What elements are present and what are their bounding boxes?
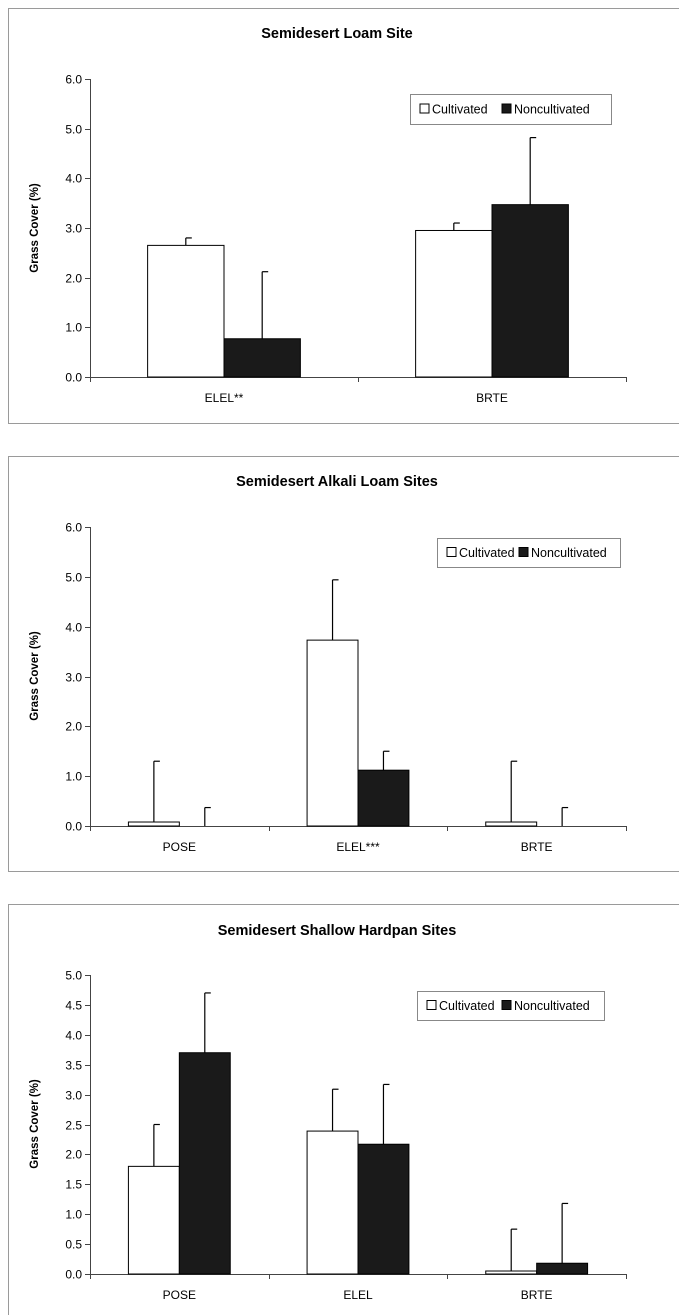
y-tick-label: 3.0 bbox=[65, 1089, 82, 1103]
chart-title: Semidesert Alkali Loam Sites bbox=[236, 474, 438, 490]
y-tick-label: 1.0 bbox=[65, 770, 82, 784]
chart-title: Semidesert Shallow Hardpan Sites bbox=[218, 923, 457, 939]
legend-swatch-noncultivated bbox=[518, 547, 529, 557]
chart-frame bbox=[8, 456, 679, 872]
category-label: POSE bbox=[163, 840, 196, 854]
chart-frame bbox=[8, 8, 679, 424]
legend-swatch-cultivated bbox=[419, 103, 430, 114]
y-tick-label: 1.5 bbox=[65, 1178, 82, 1192]
y-tick-label: 3.5 bbox=[65, 1059, 82, 1073]
legend-label-cultivated: Cultivated bbox=[459, 546, 515, 560]
bar-cultivated bbox=[415, 229, 493, 378]
legend-box bbox=[437, 538, 621, 568]
y-tick-label: 5.0 bbox=[65, 571, 82, 585]
legend-swatch-cultivated bbox=[426, 1000, 437, 1010]
bar-cultivated bbox=[485, 1270, 538, 1275]
category-label: ELEL bbox=[343, 1288, 373, 1302]
y-tick-label: 0.0 bbox=[65, 820, 82, 834]
bar-noncultivated bbox=[536, 1262, 589, 1275]
bar-noncultivated bbox=[491, 204, 569, 378]
category-label: BRTE bbox=[521, 1288, 553, 1302]
y-tick-label: 3.0 bbox=[65, 222, 82, 236]
y-tick-label: 6.0 bbox=[65, 73, 82, 87]
y-tick-label: 2.0 bbox=[65, 1148, 82, 1162]
legend-swatch-cultivated bbox=[446, 547, 457, 557]
y-tick-label: 0.0 bbox=[65, 1268, 82, 1282]
y-tick-label: 1.0 bbox=[65, 321, 82, 335]
y-tick-label: 0.5 bbox=[65, 1238, 82, 1252]
y-axis-label: Grass Cover (%) bbox=[29, 631, 41, 721]
bar-noncultivated bbox=[223, 338, 301, 378]
chart-frame bbox=[8, 904, 679, 1315]
legend-swatch-noncultivated bbox=[501, 1000, 512, 1010]
legend-label-noncultivated: Noncultivated bbox=[514, 999, 590, 1013]
legend-label-noncultivated: Noncultivated bbox=[514, 103, 590, 117]
legend-label-cultivated: Cultivated bbox=[439, 999, 495, 1013]
chart-2: Semidesert Alkali Loam Sites Grass Cover … bbox=[8, 456, 679, 872]
y-tick-label: 4.5 bbox=[65, 999, 82, 1013]
legend: Cultivated Noncultivated bbox=[417, 991, 605, 1021]
bar-noncultivated bbox=[357, 769, 410, 827]
bar-noncultivated bbox=[178, 1052, 231, 1275]
y-tick-label: 4.0 bbox=[65, 621, 82, 635]
legend-swatch-noncultivated bbox=[501, 103, 512, 114]
y-axis-label: Grass Cover (%) bbox=[29, 1079, 41, 1169]
y-tick-label: 0.0 bbox=[65, 371, 82, 385]
y-axis-label: Grass Cover (%) bbox=[29, 183, 41, 273]
chart-3: Semidesert Shallow Hardpan Sites Grass Co… bbox=[8, 904, 679, 1315]
y-tick-label: 1.0 bbox=[65, 1208, 82, 1222]
bar-cultivated bbox=[485, 821, 538, 827]
legend: Cultivated Noncultivated bbox=[437, 538, 621, 568]
y-tick-label: 2.0 bbox=[65, 720, 82, 734]
y-tick-label: 3.0 bbox=[65, 671, 82, 685]
category-label: BRTE bbox=[476, 391, 508, 405]
category-label: BRTE bbox=[521, 840, 553, 854]
y-tick-label: 5.0 bbox=[65, 123, 82, 137]
y-tick-label: 4.0 bbox=[65, 1029, 82, 1043]
chart-title: Semidesert Loam Site bbox=[261, 26, 413, 42]
legend-label-noncultivated: Noncultivated bbox=[531, 546, 607, 560]
category-label: ELEL*** bbox=[336, 840, 380, 854]
legend-label-cultivated: Cultivated bbox=[432, 103, 488, 117]
category-label: ELEL** bbox=[205, 391, 244, 405]
bar-cultivated bbox=[306, 639, 359, 827]
y-tick-label: 2.5 bbox=[65, 1119, 82, 1133]
legend: Cultivated Noncultivated bbox=[410, 94, 612, 125]
bar-cultivated bbox=[147, 244, 225, 378]
y-tick-label: 2.0 bbox=[65, 272, 82, 286]
chart-1: Semidesert Loam Site Grass Cover (%) 0.0 1.… bbox=[8, 8, 679, 424]
bar-cultivated bbox=[127, 1165, 180, 1275]
category-label: POSE bbox=[163, 1288, 196, 1302]
bar-noncultivated bbox=[357, 1143, 410, 1275]
y-tick-label: 4.0 bbox=[65, 172, 82, 186]
bar-cultivated bbox=[127, 821, 180, 827]
y-tick-label: 6.0 bbox=[65, 521, 82, 535]
y-tick-label: 5.0 bbox=[65, 969, 82, 983]
bar-cultivated bbox=[306, 1130, 359, 1275]
